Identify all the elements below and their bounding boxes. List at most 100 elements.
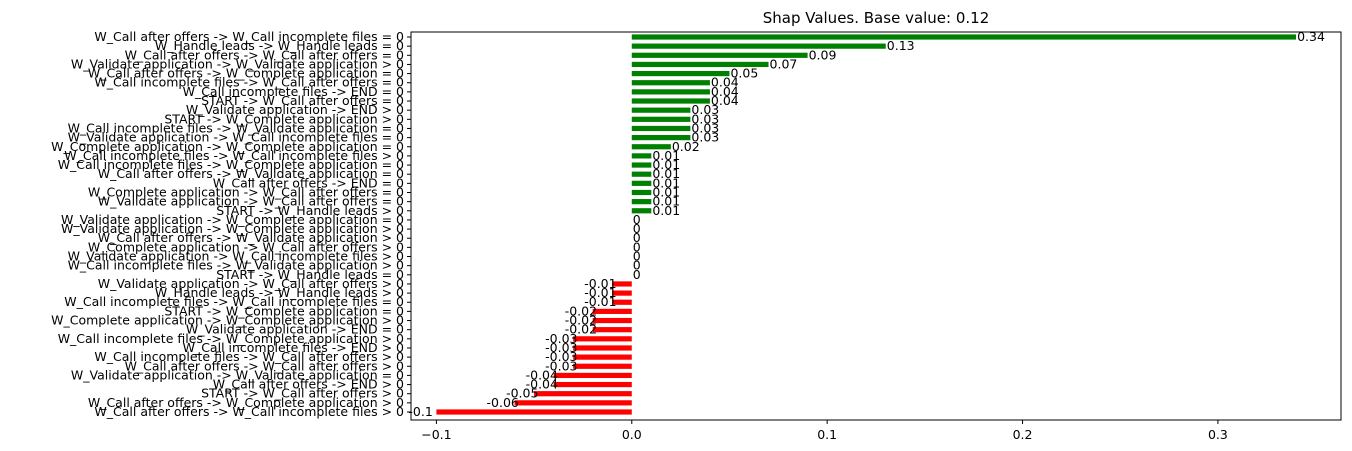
- category-label: W_Call after offers -> END > 0: [213, 377, 404, 392]
- data-label: -0.04: [526, 367, 558, 382]
- data-label: 0.03: [691, 130, 719, 145]
- data-label: 0.04: [711, 93, 739, 108]
- category-label: W_Validate application -> W_Validate app…: [71, 367, 404, 382]
- bar: [631, 199, 652, 205]
- x-tick-label: 0.0: [622, 427, 642, 442]
- chart-title: Shap Values. Base value: 0.12: [763, 9, 990, 27]
- data-label: 0.03: [691, 102, 719, 117]
- category-label: W_Call incomplete files -> W_Call after …: [94, 349, 404, 364]
- data-label: -0.01: [584, 294, 616, 309]
- bar: [612, 290, 632, 296]
- bar: [573, 345, 632, 351]
- bar: [631, 34, 1297, 40]
- bar: [631, 135, 691, 141]
- bar: [631, 116, 691, 122]
- x-tick-label: 0.3: [1208, 427, 1228, 442]
- x-axis: −0.1 0.0 0.1 0.2 0.3: [421, 420, 1228, 442]
- plot-frame: [410, 31, 1342, 421]
- data-label: -0.02: [565, 313, 597, 328]
- category-label: W_Complete application -> W_Call after o…: [88, 239, 404, 254]
- data-label: 0.03: [691, 111, 719, 126]
- data-label: 0.02: [672, 139, 700, 154]
- data-label: 0.09: [809, 47, 837, 62]
- data-labels: 0.340.130.090.070.050.040.040.040.030.03…: [408, 29, 1325, 419]
- category-label: START -> W_Handle leads > 0: [216, 203, 404, 218]
- bar: [631, 208, 652, 214]
- category-label: W_Call after offers -> W_Call incomplete…: [94, 29, 404, 44]
- bar: [592, 317, 632, 324]
- bar: [631, 153, 652, 159]
- bar: [631, 52, 808, 58]
- bar: [553, 381, 632, 388]
- data-label: 0.34: [1297, 29, 1325, 44]
- data-label: 0.07: [770, 56, 798, 71]
- data-label: 0: [633, 267, 641, 282]
- category-label: W_Handle leads -> W_Handle leads = 0: [155, 38, 404, 53]
- bar: [631, 171, 652, 177]
- category-label: W_Call incomplete files -> W_Complete ap…: [58, 331, 404, 346]
- data-label: -0.03: [545, 331, 577, 346]
- data-label: 0.04: [711, 84, 739, 99]
- category-label: START -> W_Complete application > 0: [164, 111, 404, 126]
- category-label: W_Validate application -> END = 0: [186, 322, 404, 337]
- category-label: W_Call after offers -> W_Call after offe…: [125, 358, 404, 373]
- category-label: W_Call incomplete files -> END = 0: [183, 84, 404, 99]
- category-label: W_Validate application -> W_Call incompl…: [68, 130, 404, 145]
- data-label: 0.03: [691, 120, 719, 135]
- bar: [631, 107, 691, 113]
- data-label: 0.01: [652, 157, 680, 172]
- bar: [631, 98, 710, 104]
- bar: [631, 144, 671, 150]
- bar: [573, 363, 632, 369]
- data-label: 0.01: [652, 175, 680, 190]
- bar: [631, 61, 769, 68]
- category-label: W_Validate application -> END > 0: [186, 102, 404, 117]
- category-label: START -> W_Complete application = 0: [164, 303, 404, 318]
- data-label: -0.02: [565, 322, 597, 337]
- data-label: 0.05: [730, 66, 758, 81]
- bar: [631, 162, 652, 168]
- data-label: 0: [633, 221, 641, 236]
- bar: [553, 372, 632, 379]
- data-label: 0.01: [652, 194, 680, 209]
- data-label: -0.03: [545, 340, 577, 355]
- bar: [612, 281, 632, 287]
- data-label: -0.01: [584, 285, 616, 300]
- category-label: W_Call after offers -> END = 0: [213, 175, 404, 190]
- category-label: W_Complete application -> W_Call after o…: [88, 184, 404, 199]
- bar: [534, 391, 632, 397]
- category-label: W_Call after offers -> W_Call incomplete…: [94, 404, 404, 419]
- bar: [436, 409, 632, 415]
- category-label: W_Call incomplete files -> W_Call incomp…: [64, 294, 404, 309]
- data-label: 0.04: [711, 75, 739, 90]
- data-label: -0.02: [565, 303, 597, 318]
- bar: [631, 80, 710, 86]
- data-label: -0.06: [487, 395, 519, 410]
- category-label: W_Validate application -> W_Call incompl…: [68, 249, 404, 264]
- data-label: 0.01: [652, 203, 680, 218]
- bar: [592, 308, 632, 314]
- category-label: W_Validate application -> W_Validate app…: [71, 56, 404, 71]
- bar: [612, 299, 632, 305]
- category-label: W_Call after offers -> W_Complete applic…: [88, 395, 404, 410]
- data-label: -0.03: [545, 358, 577, 373]
- bar: [631, 70, 730, 77]
- category-label: W_Complete application -> W_Complete app…: [51, 139, 404, 154]
- category-label: W_Call incomplete files -> W_Validate ap…: [68, 258, 404, 273]
- data-label: 0: [633, 239, 641, 254]
- data-label: 0.13: [887, 38, 915, 53]
- bar: [631, 180, 652, 186]
- data-label: 0: [633, 230, 641, 245]
- category-labels: W_Call after offers -> W_Call incomplete…: [51, 29, 411, 419]
- data-label: -0.01: [584, 276, 616, 291]
- category-label: W_Handle leads -> W_Handle leads > 0: [155, 285, 404, 300]
- data-label: -0.05: [506, 386, 538, 401]
- bar: [573, 354, 632, 360]
- data-label: -0.1: [408, 404, 432, 419]
- bar: [631, 43, 886, 49]
- category-label: W_Validate application -> W_Call after o…: [98, 194, 404, 209]
- category-label: W_Call after offers -> W_Call after offe…: [125, 47, 404, 62]
- x-tick-label: 0.2: [1013, 427, 1033, 442]
- bar: [631, 189, 652, 196]
